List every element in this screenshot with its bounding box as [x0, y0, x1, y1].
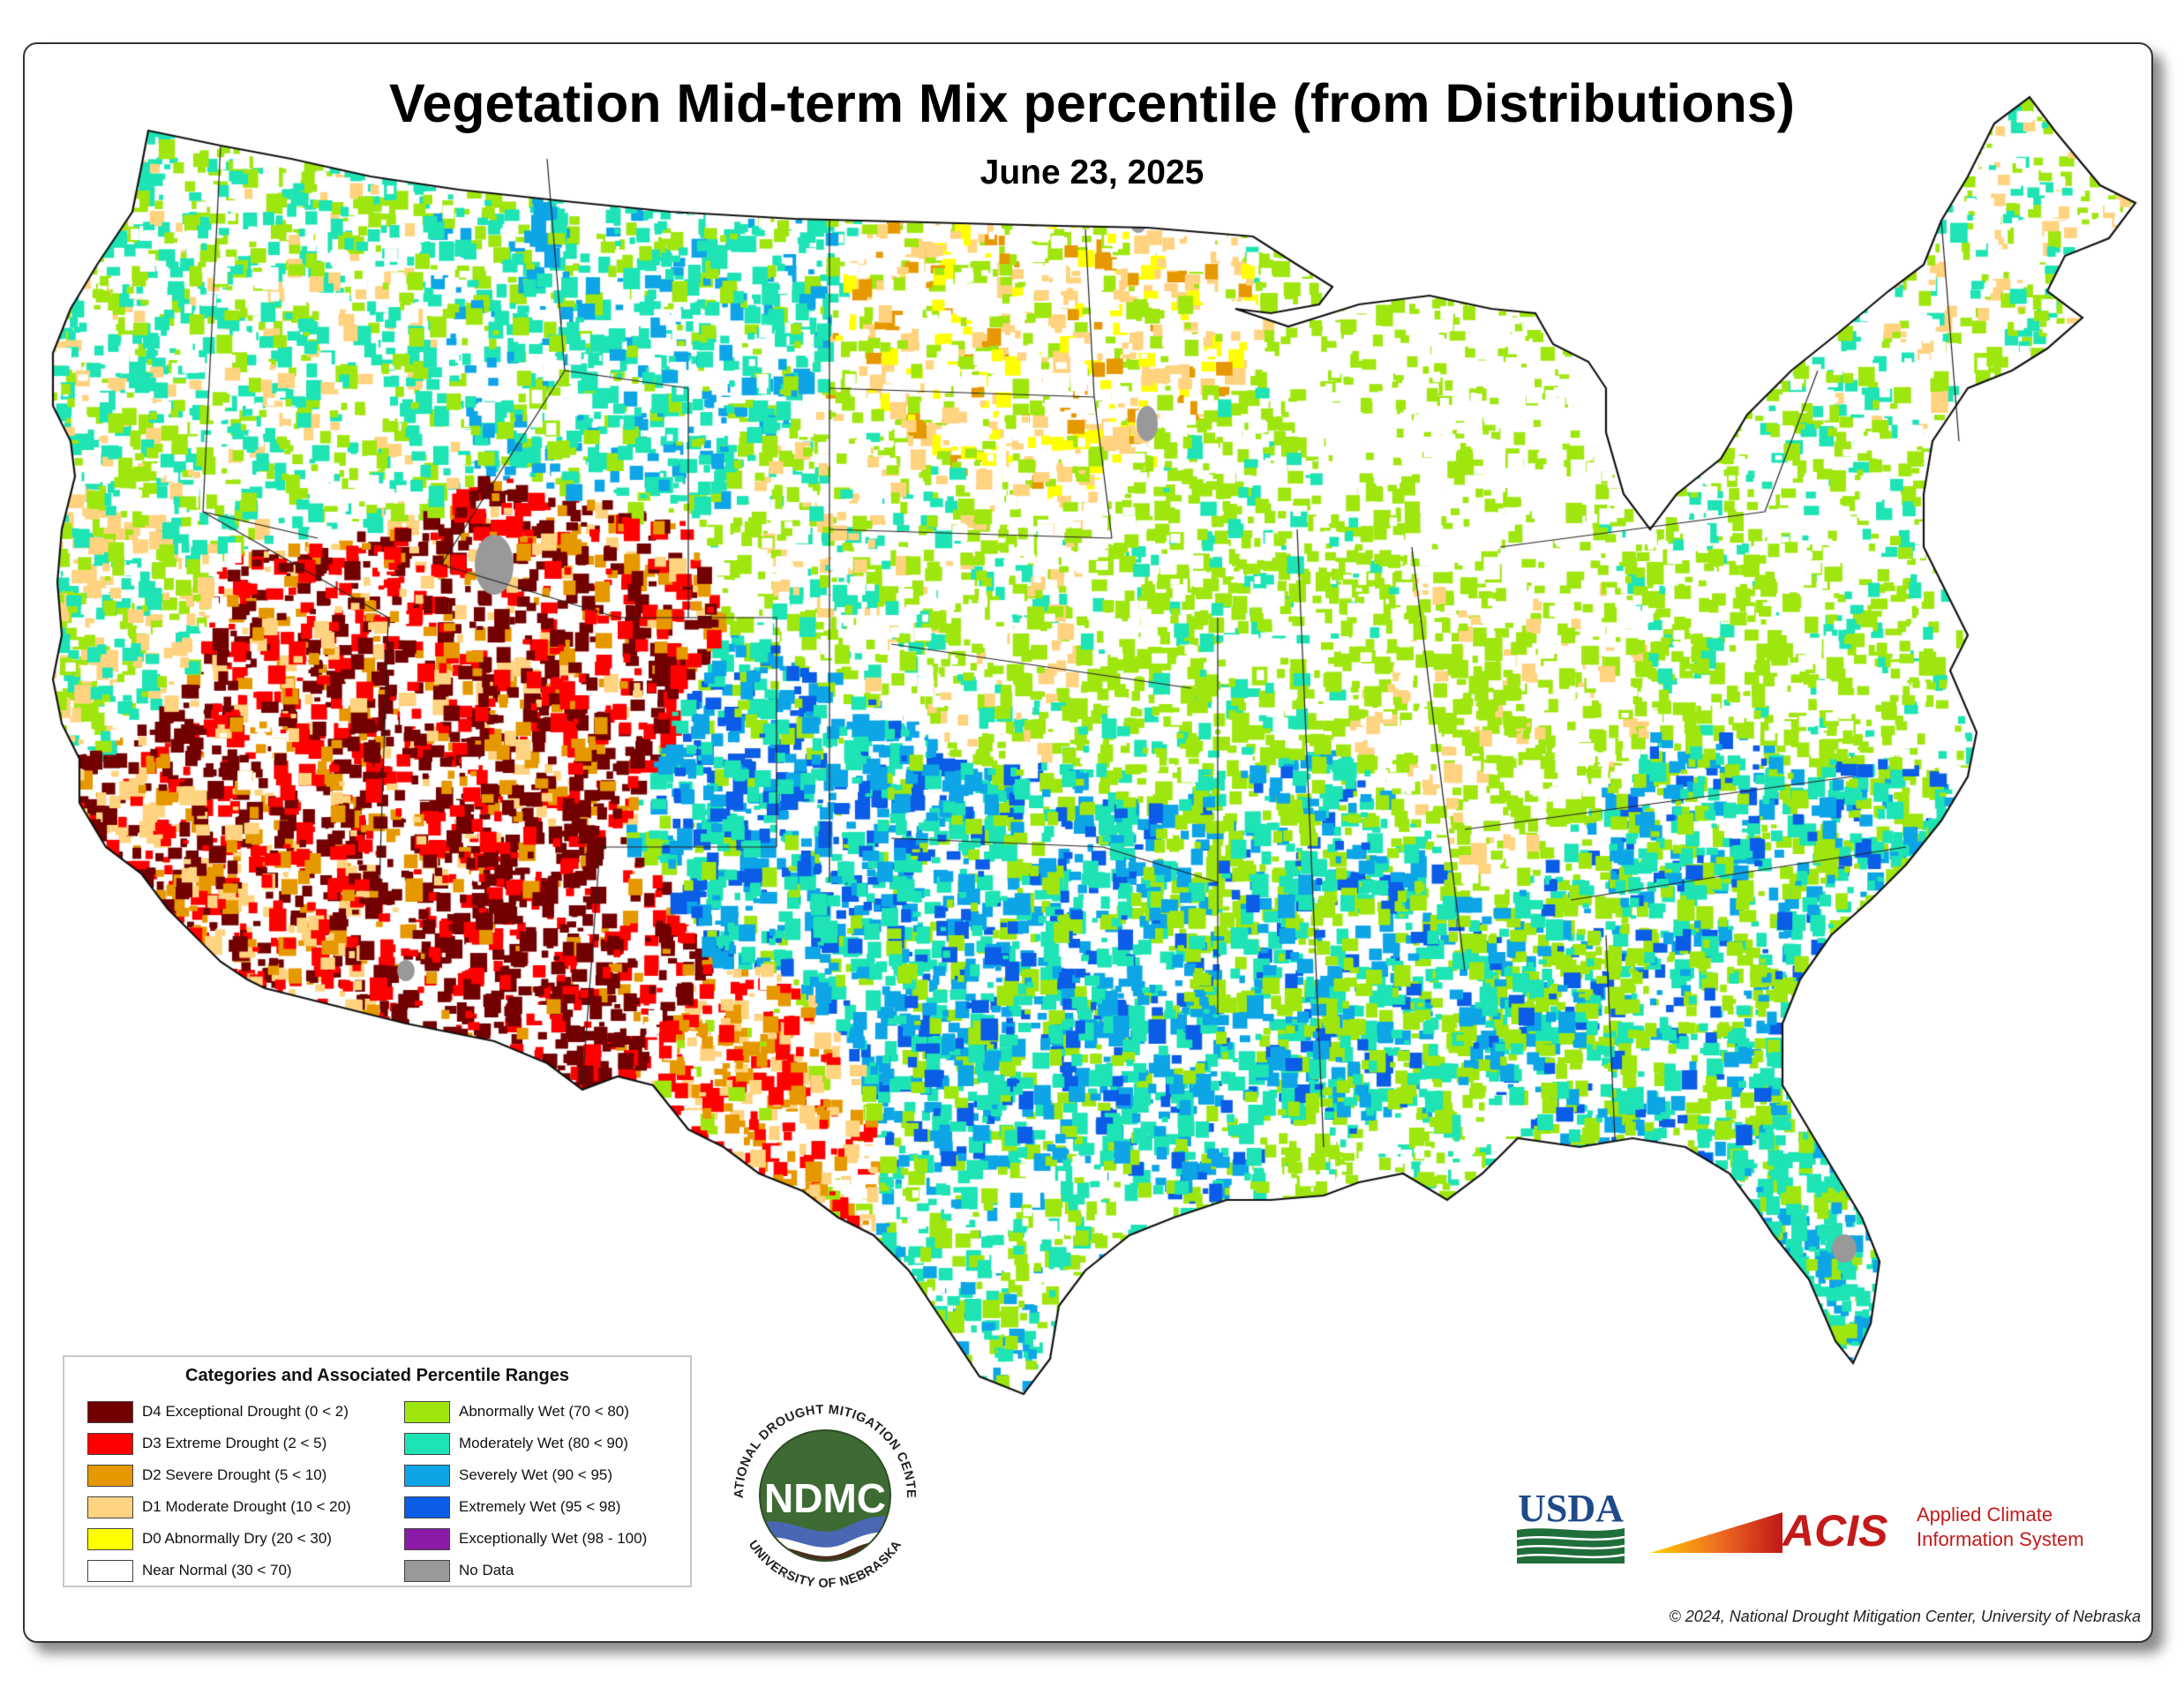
legend-swatch	[404, 1559, 450, 1582]
usda-logo: USDA	[1516, 1488, 1625, 1563]
legend-item: D4 Exceptional Drought (0 < 2)	[87, 1396, 351, 1428]
acis-line1: Applied Climate	[1917, 1503, 2053, 1526]
ndmc-abbr: NDMC	[764, 1475, 886, 1521]
legend-item: D1 Moderate Drought (10 < 20)	[87, 1491, 351, 1523]
legend-label: D0 Abnormally Dry (20 < 30)	[142, 1530, 332, 1547]
legend-swatch	[87, 1559, 133, 1582]
legend-title: Categories and Associated Percentile Ran…	[185, 1366, 569, 1385]
ndmc-logo: NDMC NATIONAL DROUGHT MITIGATION CENTER …	[724, 1394, 924, 1594]
legend-item: Severely Wet (90 < 95)	[404, 1459, 647, 1491]
legend-item: D3 Extreme Drought (2 < 5)	[87, 1428, 351, 1459]
acis-abbr: ACIS	[1781, 1506, 1888, 1556]
legend-swatch	[404, 1527, 450, 1550]
legend-column-wet: Abnormally Wet (70 < 80) Moderately Wet …	[404, 1396, 647, 1586]
copyright: © 2024, National Drought Mitigation Cent…	[1669, 1608, 2141, 1625]
legend-swatch	[87, 1527, 133, 1550]
acis-logo: ACIS Applied Climate Information System	[1650, 1503, 2084, 1556]
map-date: June 23, 2025	[979, 154, 1205, 191]
legend-item: Exceptionally Wet (98 - 100)	[404, 1523, 647, 1555]
legend-label: D1 Moderate Drought (10 < 20)	[142, 1498, 351, 1515]
legend-label: Extremely Wet (95 < 98)	[459, 1498, 621, 1515]
legend-item: D2 Severe Drought (5 < 10)	[87, 1459, 351, 1491]
legend-label: Moderately Wet (80 < 90)	[459, 1435, 628, 1451]
legend-swatch	[404, 1496, 450, 1518]
legend-swatch	[87, 1432, 133, 1455]
acis-wedge-icon	[1650, 1512, 1782, 1553]
legend-label: D4 Exceptional Drought (0 < 2)	[142, 1403, 349, 1420]
legend-label: Abnormally Wet (70 < 80)	[459, 1403, 629, 1420]
legend-item: D0 Abnormally Dry (20 < 30)	[87, 1523, 351, 1555]
legend-label: Exceptionally Wet (98 - 100)	[459, 1530, 648, 1547]
legend-swatch	[404, 1432, 450, 1455]
legend-item: Extremely Wet (95 < 98)	[404, 1491, 647, 1523]
legend-swatch	[404, 1400, 450, 1423]
legend-label: Severely Wet (90 < 95)	[459, 1466, 613, 1483]
legend-swatch	[87, 1496, 133, 1518]
legend-item: Abnormally Wet (70 < 80)	[404, 1396, 647, 1428]
legend-item: Near Normal (30 < 70)	[87, 1555, 351, 1586]
legend-item: No Data	[404, 1555, 647, 1586]
legend-label: Near Normal (30 < 70)	[142, 1562, 292, 1578]
acis-line2: Information System	[1917, 1528, 2084, 1550]
usda-text: USDA	[1518, 1488, 1624, 1530]
legend-swatch	[87, 1464, 133, 1487]
map-title: Vegetation Mid-term Mix percentile (from…	[389, 73, 1795, 133]
legend-item: Moderately Wet (80 < 90)	[404, 1428, 647, 1459]
legend: Categories and Associated Percentile Ran…	[63, 1355, 692, 1587]
legend-label: D2 Severe Drought (5 < 10)	[142, 1466, 327, 1483]
legend-label: No Data	[459, 1562, 514, 1578]
legend-column-drought: D4 Exceptional Drought (0 < 2) D3 Extrem…	[87, 1396, 351, 1586]
legend-swatch	[404, 1464, 450, 1487]
legend-swatch	[87, 1400, 133, 1423]
legend-label: D3 Extreme Drought (2 < 5)	[142, 1435, 327, 1451]
